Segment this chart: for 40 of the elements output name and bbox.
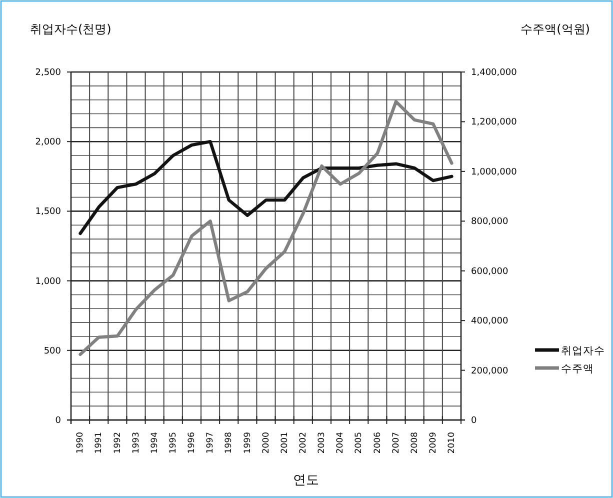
x-tick-label: 1999 [242, 432, 253, 454]
x-tick-label: 2007 [391, 432, 402, 454]
x-tick-label: 1995 [168, 432, 178, 454]
x-tick-label: 2009 [428, 432, 438, 454]
y-tick-label: 2,500 [35, 68, 62, 78]
x-tick-label: 1990 [76, 432, 86, 454]
y2-tick-label: 0 [471, 416, 477, 426]
x-tick-label: 2006 [372, 432, 383, 454]
x-tick-label: 1998 [224, 432, 234, 454]
x-tick-label: 1996 [187, 432, 198, 454]
y-tick-label: 500 [44, 346, 62, 356]
y2-tick-label: 1,200,000 [471, 118, 518, 128]
x-tick-label: 1991 [94, 432, 104, 454]
legend-label: 수주액 [561, 363, 594, 375]
y-axis-title: 취업자수(천명) [30, 22, 112, 36]
x-tick-label: 1992 [112, 432, 123, 454]
x-tick-label: 2004 [336, 432, 346, 454]
y2-tick-label: 800,000 [471, 217, 508, 228]
y2-tick-label: 200,000 [471, 366, 508, 376]
x-tick-label: 2000 [261, 432, 272, 454]
x-tick-label: 1994 [150, 432, 160, 454]
y-tick-label: 1,500 [35, 207, 62, 218]
y-tick-label: 2,000 [35, 138, 62, 148]
x-tick-label: 2002 [298, 432, 308, 454]
x-tick-label: 2008 [410, 432, 420, 454]
x-tick-label: 1997 [206, 432, 216, 454]
y2-axis-title: 수주액(억원) [520, 22, 590, 36]
x-axis-title: 연도 [293, 473, 319, 488]
y-tick-label: 1,000 [35, 276, 62, 287]
x-tick-label: 2003 [317, 432, 328, 454]
x-tick-label: 2005 [354, 432, 364, 454]
y-tick-label: 0 [55, 416, 62, 426]
legend-label: 취업자수 [561, 345, 605, 357]
y2-tick-label: 600,000 [471, 266, 508, 277]
y2-tick-label: 1,000,000 [471, 167, 518, 178]
x-tick-label: 2010 [447, 432, 458, 454]
x-tick-label: 1993 [131, 432, 142, 454]
x-tick-label: 2001 [280, 432, 290, 454]
y2-tick-label: 1,400,000 [471, 68, 518, 78]
y2-tick-label: 400,000 [471, 316, 508, 327]
